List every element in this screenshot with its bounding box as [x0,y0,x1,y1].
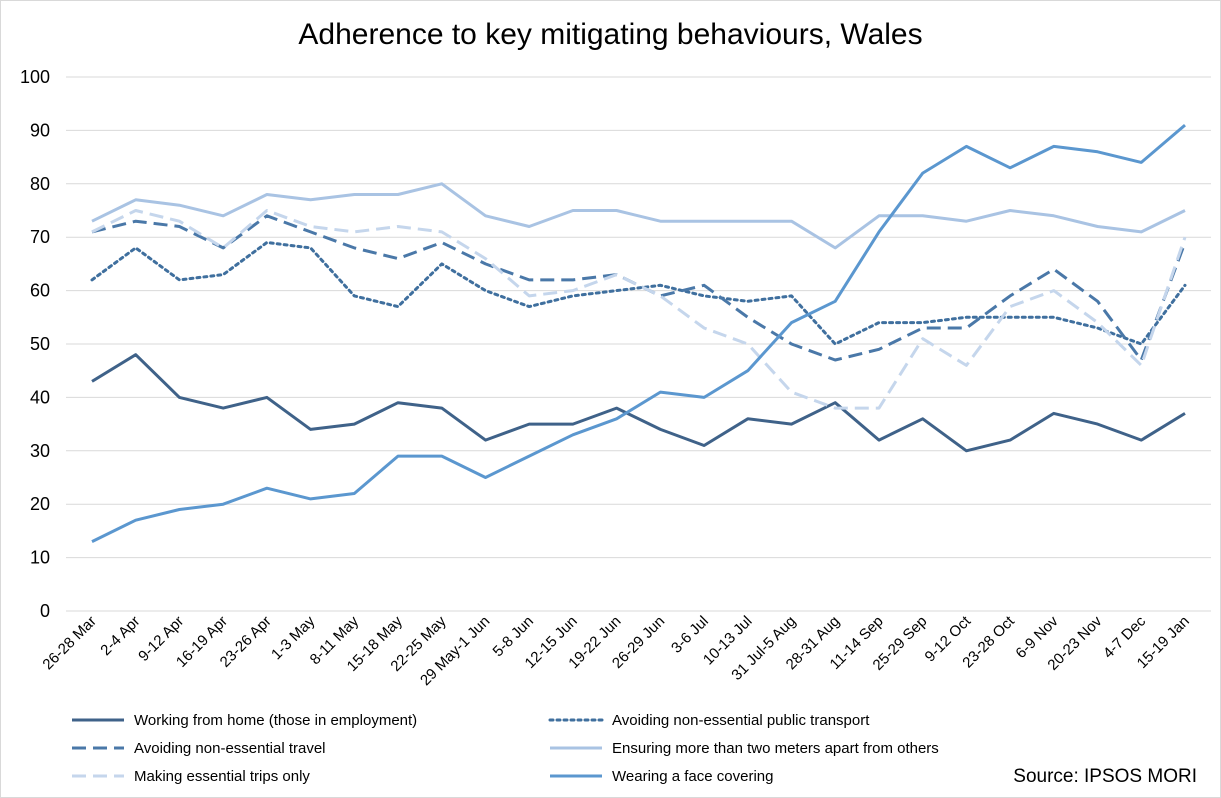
legend-swatch [548,718,604,722]
y-tick-label: 90 [30,120,50,140]
legend-item: Making essential trips only [70,766,310,786]
legend-item: Avoiding non-essential travel [70,738,326,758]
y-tick-label: 70 [30,227,50,247]
legend-item: Avoiding non-essential public transport [548,710,869,730]
x-tick-label: 26-28 Mar [39,613,99,673]
chart-title: Adherence to key mitigating behaviours, … [298,18,923,51]
y-tick-label: 20 [30,494,50,514]
legend-item: Ensuring more than two meters apart from… [548,738,939,758]
y-tick-label: 0 [40,601,50,621]
series-line-3 [91,182,1186,250]
legend-swatch [550,746,602,750]
legend-label: Avoiding non-essential travel [134,739,326,757]
legend-label: Wearing a face covering [612,767,774,785]
legend-swatch [72,774,124,778]
legend-item: Wearing a face covering [548,766,773,786]
series-lines [90,123,1187,543]
legend-item: Working from home (those in employment) [70,710,417,730]
y-tick-label: 50 [30,334,50,354]
legend-label: Avoiding non-essential public transport [612,711,870,729]
y-tick-label: 80 [30,174,50,194]
legend-swatch [72,718,124,722]
y-axis: 0 10 20 30 40 50 60 70 80 90 100 [20,67,50,621]
legend-label: Ensuring more than two meters apart from… [612,739,939,757]
series-line-1 [90,241,1187,346]
y-tick-label: 10 [30,548,50,568]
series-line-4 [91,209,1187,410]
y-tick-label: 30 [30,441,50,461]
y-tick-label: 60 [30,281,50,301]
legend-label: Making essential trips only [134,767,310,785]
gridlines [66,76,1211,612]
legend-swatch [550,774,602,778]
legend-label: Working from home (those in employment) [134,711,418,729]
series-line-0 [91,353,1186,453]
y-tick-label: 40 [30,387,50,407]
source-note: Source: IPSOS MORI [1013,766,1197,787]
series-line-5 [91,123,1186,543]
legend-swatch [72,746,124,750]
series-line-2 [91,214,1187,362]
y-tick-label: 100 [20,67,50,87]
